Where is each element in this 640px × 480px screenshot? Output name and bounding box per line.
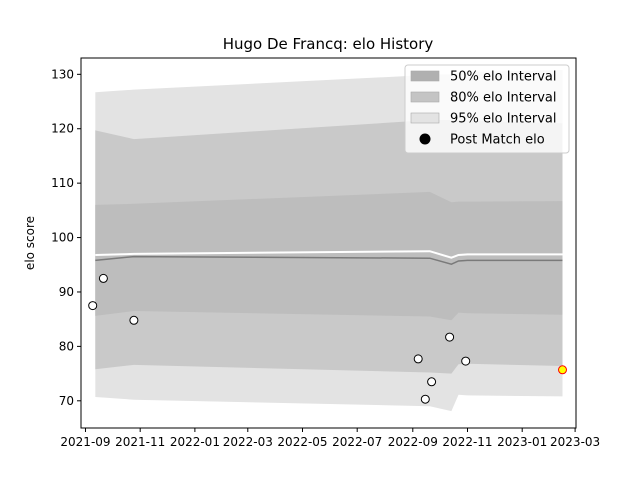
y-tick-label: 80 [59,339,74,353]
x-tick-label: 2022-11 [442,435,492,449]
legend-box [404,64,570,154]
y-tick-label: 100 [51,231,74,245]
x-tick-label: 2022-03 [223,435,273,449]
post-match-point [98,273,108,283]
post-match-point [420,394,430,404]
chart-title: Hugo De Francq: elo History [223,35,434,53]
x-tick-label: 2022-07 [332,435,382,449]
post-match-point [413,354,423,364]
legend-swatch [410,91,440,103]
y-axis-label: elo score [23,216,37,270]
legend-swatch [410,70,440,82]
y-tick-label: 120 [51,122,74,136]
ci50-band [95,191,563,321]
x-tick-label: 2023-01 [497,435,547,449]
post-match-point [129,315,139,325]
legend-marker [419,133,431,145]
x-tick-label: 2021-11 [115,435,165,449]
x-tick-label: 2023-03 [550,435,600,449]
post-match-point [461,356,471,366]
post-match-point [88,301,98,311]
x-tick-label: 2022-09 [388,435,438,449]
post-match-point [445,332,455,342]
y-tick-label: 110 [51,176,74,190]
upper-trend-line [95,250,563,259]
post-match-point [427,377,437,387]
legend-label: 95% elo Interval [450,112,557,127]
legend-swatch [410,112,440,124]
y-tick-label: 90 [59,285,74,299]
legend-label: 80% elo Interval [450,91,557,106]
plot-frame [80,57,577,429]
latest-match-point [558,365,567,375]
y-tick-label: 130 [51,67,74,81]
x-tick-label: 2021-09 [60,435,110,449]
mean-elo-line [95,255,563,265]
legend: 50% elo Interval 80% elo Interval 95% elo … [404,64,570,154]
x-tick-label: 2022-05 [277,435,327,449]
plot-area [88,70,567,412]
y-tick-label: 70 [59,394,74,408]
legend-label: 50% elo Interval [450,70,557,85]
legend-label: Post Match elo [450,133,545,148]
x-tick-label: 2022-01 [170,435,220,449]
